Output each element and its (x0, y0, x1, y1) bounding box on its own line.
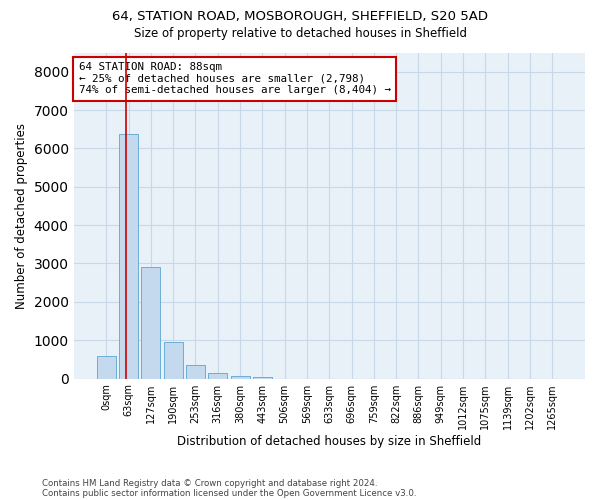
Bar (253, 376, 272, 378)
Text: Contains public sector information licensed under the Open Government Licence v3: Contains public sector information licen… (42, 488, 416, 498)
X-axis label: Distribution of detached houses by size in Sheffield: Distribution of detached houses by size … (177, 434, 481, 448)
Bar (164, 342, 182, 378)
Text: Contains HM Land Registry data © Crown copyright and database right 2024.: Contains HM Land Registry data © Crown c… (42, 478, 377, 488)
Text: 64, STATION ROAD, MOSBOROUGH, SHEFFIELD, S20 5AD: 64, STATION ROAD, MOSBOROUGH, SHEFFIELD,… (112, 10, 488, 23)
Bar (186, 365, 205, 378)
Bar (208, 373, 227, 378)
Bar (119, 134, 138, 378)
Text: Size of property relative to detached houses in Sheffield: Size of property relative to detached ho… (133, 28, 467, 40)
Bar (230, 376, 250, 378)
Bar (142, 266, 160, 378)
Y-axis label: Number of detached properties: Number of detached properties (15, 122, 28, 308)
Bar (97, 356, 116, 378)
Text: 64 STATION ROAD: 88sqm
← 25% of detached houses are smaller (2,798)
74% of semi-: 64 STATION ROAD: 88sqm ← 25% of detached… (79, 62, 391, 96)
